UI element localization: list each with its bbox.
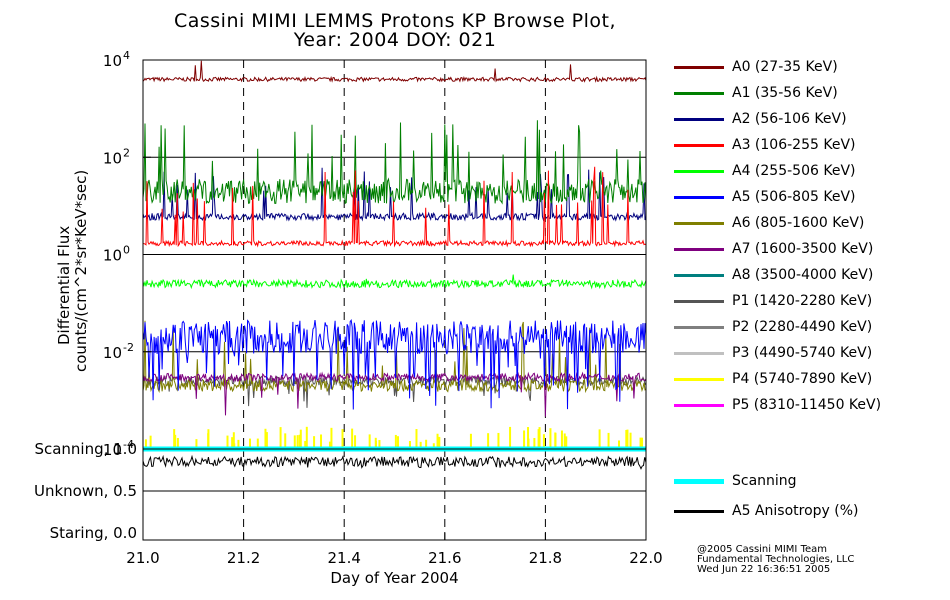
series-line-6 [142,320,647,394]
y-tick-label: 10 [103,441,122,459]
legend-swatch [674,274,724,277]
x-tick-label: 21.2 [227,549,260,567]
legend-swatch [674,92,724,95]
chart-title-line-2: Year: 2004 DOY: 021 [293,29,497,51]
chart-title-line-1: Cassini MIMI LEMMS Protons KP Browse Plo… [173,10,617,32]
y-tick-label: 10 [103,149,122,167]
legend-swatch [674,300,724,303]
series-line-0 [142,60,647,83]
y-tick-exponent: 2 [123,146,130,159]
series-line-7 [142,371,647,417]
legend-swatch [674,378,724,381]
x-tick-label: 21.8 [529,549,562,567]
legend-label: A8 (3500-4000 KeV) [732,267,874,283]
legend-label: P2 (2280-4490 KeV) [732,319,873,335]
legend-swatch [674,404,724,407]
y-tick-exponent: -2 [123,341,134,354]
x-tick-label: 21.4 [327,549,360,567]
legend-label: A2 (56-106 KeV) [732,111,847,127]
x-tick-label: 21.6 [428,549,461,567]
legend-label: P4 (5740-7890 KeV) [732,371,873,387]
credit-company: Fundamental Technologies, LLC [697,554,855,565]
credits-block: @2005 Cassini MIMI Team Fundamental Tech… [697,545,854,575]
status-tick-label: Unknown, 0.5 [34,482,137,500]
legend-swatch [674,66,724,69]
legend-label: P1 (1420-2280 KeV) [732,293,873,309]
series-line-3 [143,166,647,248]
status-tick-label: Staring, 0.0 [50,524,137,542]
legend-label: P3 (4490-5740 KeV) [732,345,873,361]
y-tick-exponent: 0 [123,244,130,257]
x-tick-label: 21.0 [126,549,159,567]
legend-label: A0 (27-35 KeV) [732,59,838,75]
legend-label: Scanning [732,473,797,489]
y-tick-exponent: -4 [123,438,134,451]
y-tick-exponent: 4 [123,49,130,62]
legend-swatch [674,479,724,484]
legend-label: A1 (35-56 KeV) [732,85,838,101]
legend-swatch [674,222,724,225]
anisotropy-line [142,454,647,470]
legend-label: A6 (805-1600 KeV) [732,215,865,231]
status-tick-label: Scanning, 1.0 [34,440,137,458]
legend-swatch [674,352,724,355]
legend-label: A5 Anisotropy (%) [732,503,859,519]
legend-swatch [674,510,724,513]
status-panel-frame [142,448,647,541]
legend-label: A4 (255-506 KeV) [732,163,856,179]
legend-swatch [674,196,724,199]
legend-label: A7 (1600-3500 KeV) [732,241,874,257]
legend-swatch [674,248,724,251]
x-axis-label: Day of Year 2004 [330,569,458,587]
y-tick-label: 10 [103,247,122,265]
legend-swatch [674,170,724,173]
x-tick-label: 22.0 [629,549,662,567]
series-line-5 [142,319,647,410]
y-tick-label: 10 [103,344,122,362]
series-line-4 [142,274,647,290]
series-line-1 [142,120,647,205]
legend-label: P5 (8310-11450 KeV) [732,397,882,413]
y-tick-label: 10 [103,52,122,70]
legend-label: A3 (106-255 KeV) [732,137,856,153]
legend-label: A5 (506-805 KeV) [732,189,856,205]
credit-timestamp: Wed Jun 22 16:36:51 2005 [697,564,831,575]
legend-swatch [674,118,724,121]
legend-swatch [674,326,724,329]
credit-copyright: @2005 Cassini MIMI Team [697,544,827,555]
legend-swatch [674,144,724,147]
